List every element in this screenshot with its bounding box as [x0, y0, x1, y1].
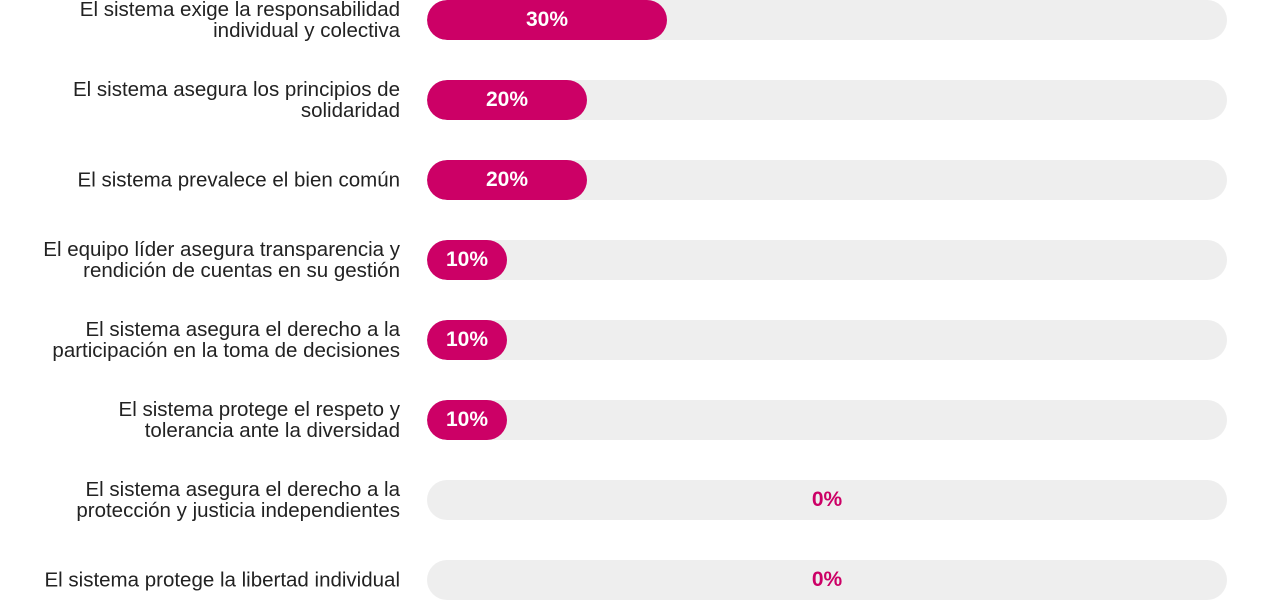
bar-track: 30% — [427, 0, 1227, 40]
bar-fill — [427, 400, 507, 440]
bar-fill — [427, 80, 587, 120]
bar-row: El sistema asegura el derecho a la prote… — [0, 478, 1280, 522]
bar-track: 0% — [427, 560, 1227, 600]
category-label: El sistema prevalece el bien común — [77, 168, 400, 192]
value-label: 10% — [445, 248, 489, 271]
bar-row: El equipo líder asegura transparencia y … — [0, 238, 1280, 282]
category-label: El sistema exige la responsabilidad indi… — [79, 0, 400, 42]
value-label: 20% — [485, 88, 529, 111]
value-label: 10% — [445, 408, 489, 431]
category-label: El sistema protege el respeto y toleranc… — [118, 398, 400, 442]
bar-row: El sistema asegura el derecho a la parti… — [0, 318, 1280, 362]
bar-track: 10% — [427, 400, 1227, 440]
bar-row: El sistema protege el respeto y toleranc… — [0, 398, 1280, 442]
bar-row: El sistema exige la responsabilidad indi… — [0, 0, 1280, 42]
value-label: 30% — [525, 8, 569, 31]
bar-fill — [427, 160, 587, 200]
category-label: El sistema protege la libertad individua… — [44, 568, 400, 592]
bar-fill — [427, 240, 507, 280]
bar-fill — [427, 0, 667, 40]
category-label: El sistema asegura los principios de sol… — [72, 78, 400, 122]
bar-fill — [427, 320, 507, 360]
value-label: 20% — [485, 168, 529, 191]
bar-track: 20% — [427, 160, 1227, 200]
value-label: 0% — [811, 568, 843, 591]
bar-track: 0% — [427, 480, 1227, 520]
bar-track: 10% — [427, 320, 1227, 360]
bar-track: 20% — [427, 80, 1227, 120]
category-label: El sistema asegura el derecho a la prote… — [76, 478, 400, 522]
bar-row: El sistema protege la libertad individua… — [0, 560, 1280, 600]
bar-track: 10% — [427, 240, 1227, 280]
bar-row: El sistema prevalece el bien común 20% — [0, 160, 1280, 200]
value-label: 10% — [445, 328, 489, 351]
bar-row: El sistema asegura los principios de sol… — [0, 78, 1280, 122]
category-label: El equipo líder asegura transparencia y … — [43, 238, 400, 282]
category-label: El sistema asegura el derecho a la parti… — [52, 318, 400, 362]
value-label: 0% — [811, 488, 843, 511]
